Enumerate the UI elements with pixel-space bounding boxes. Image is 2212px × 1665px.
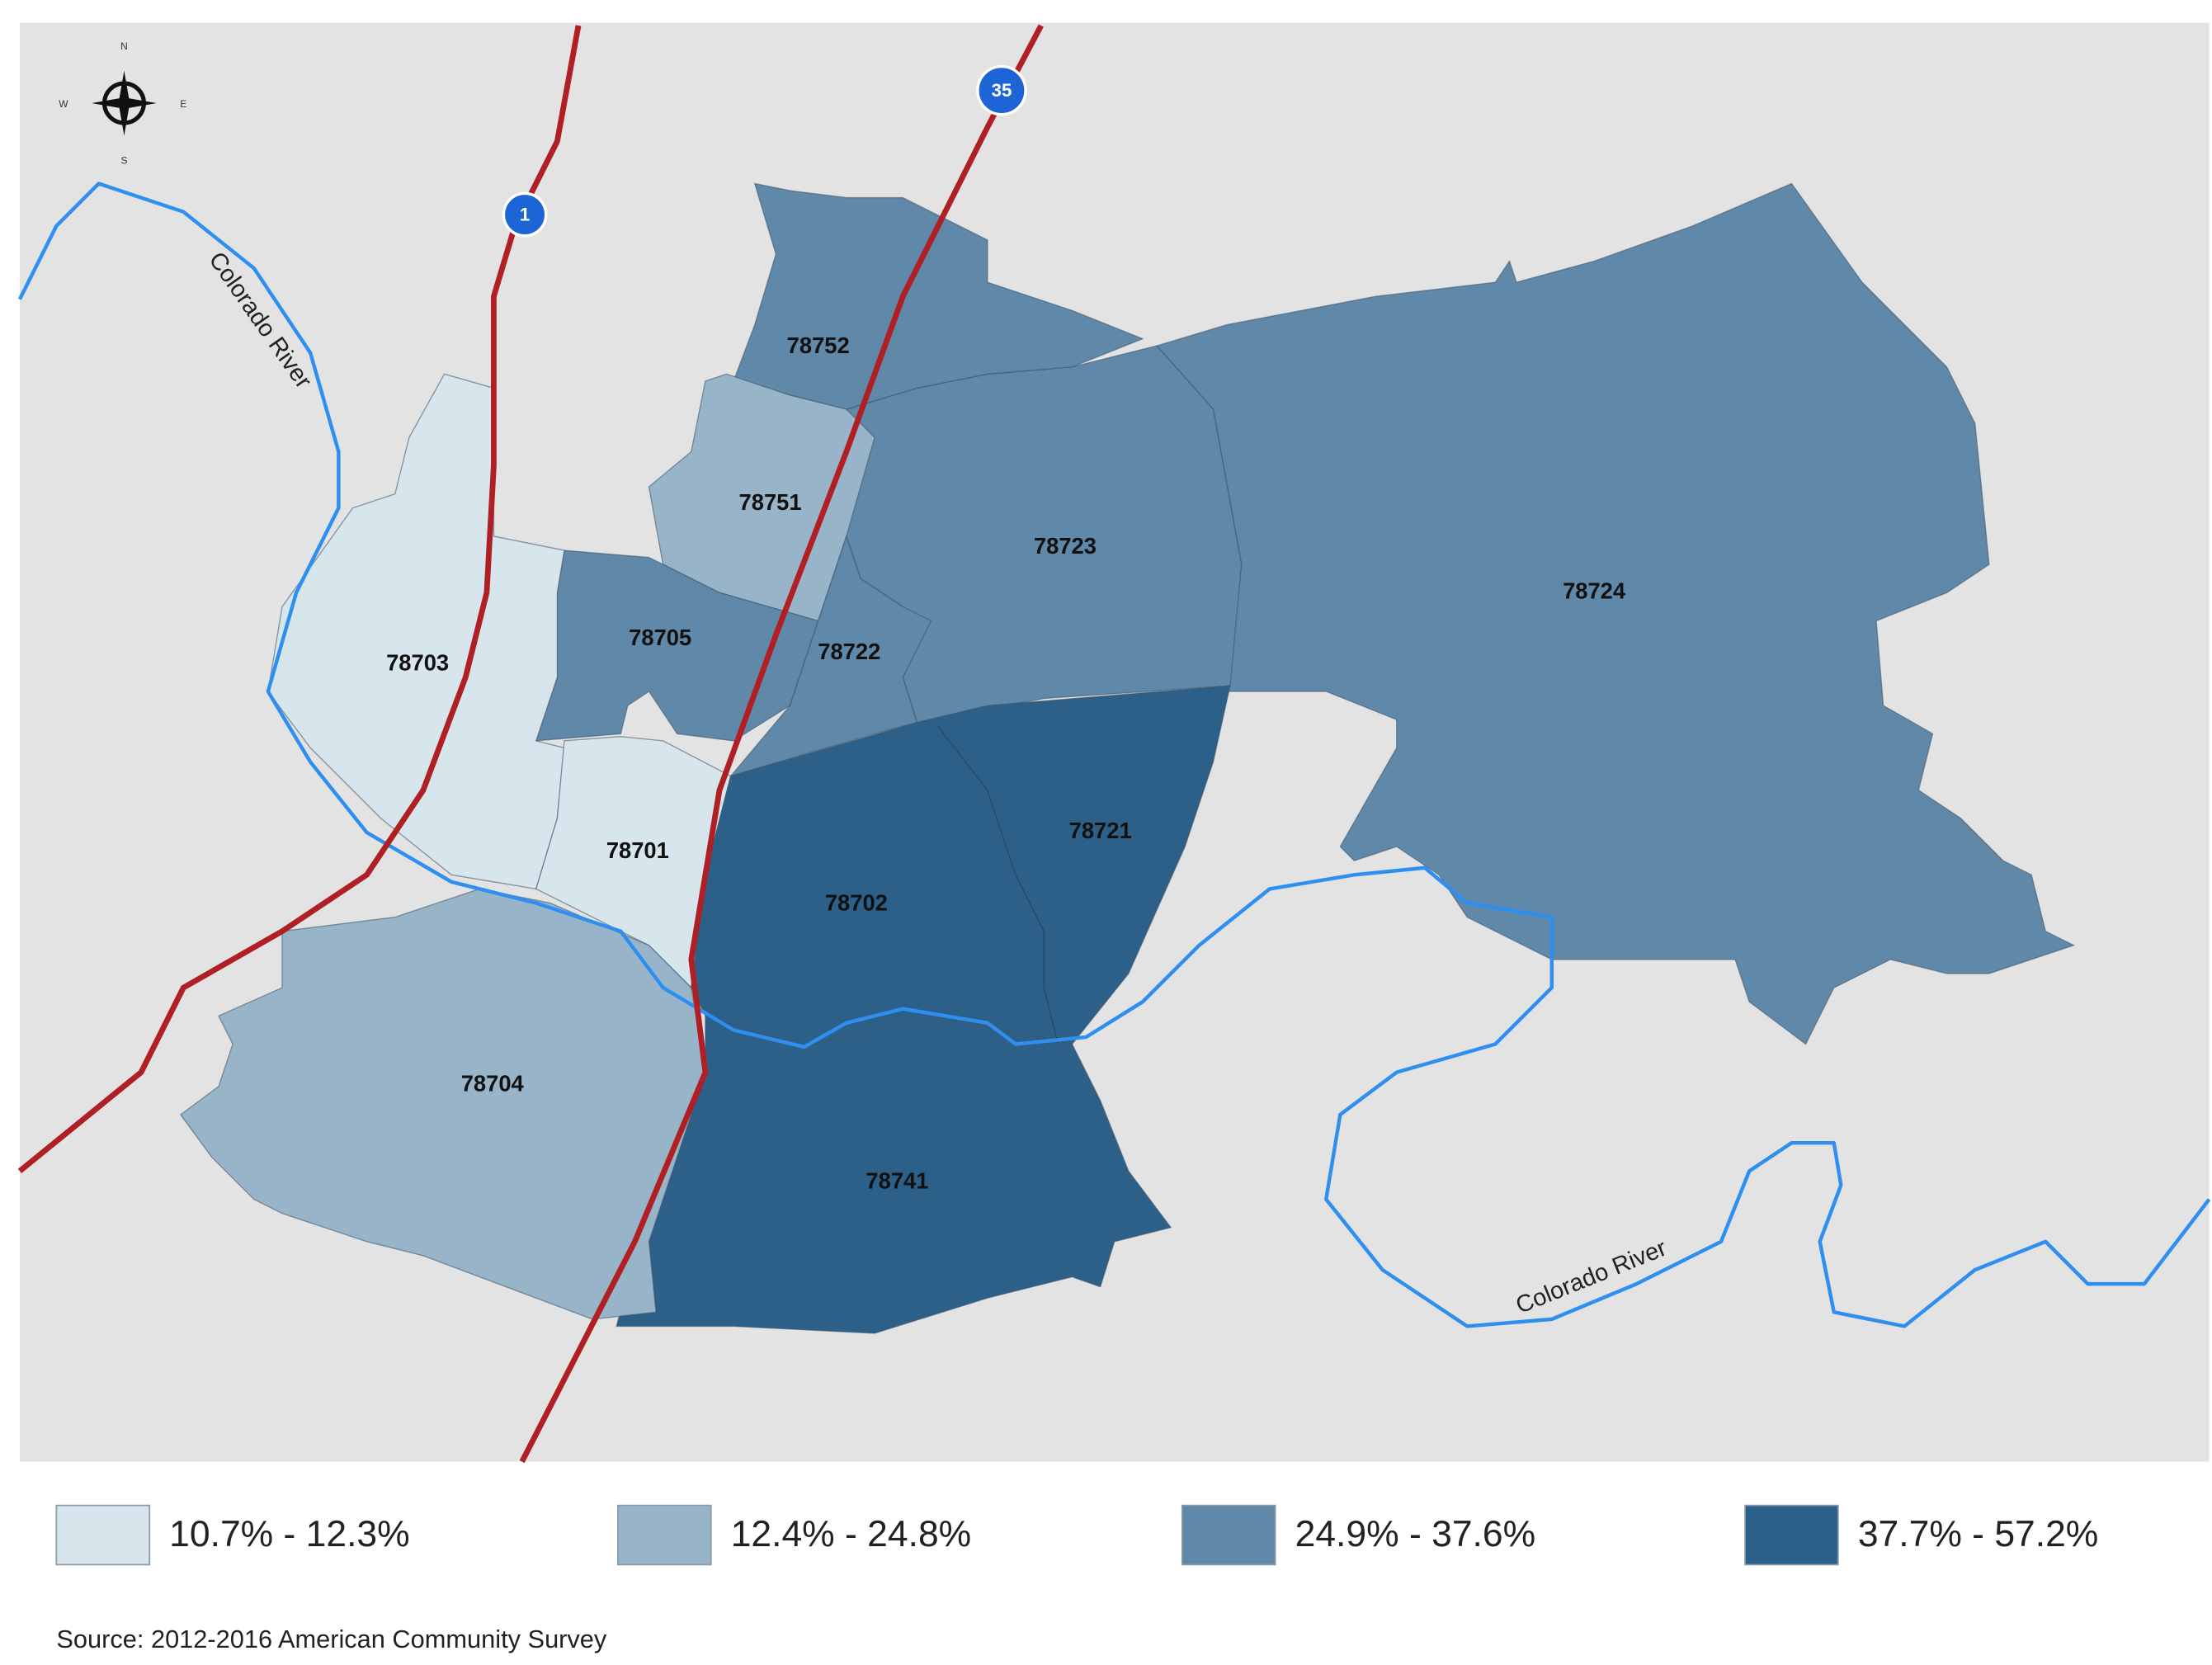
- source-note: Source: 2012-2016 American Community Sur…: [56, 1625, 607, 1653]
- zip-label: 78703: [386, 650, 449, 676]
- zip-label: 78751: [739, 489, 802, 515]
- highway-35: [519, 24, 1044, 1464]
- zip-label: 78752: [787, 333, 850, 358]
- compass-label: N: [120, 40, 128, 52]
- legend-swatch: [1744, 1504, 1839, 1566]
- legend-label: 24.9% - 37.6%: [1295, 1514, 1535, 1554]
- legend-swatch: [617, 1504, 712, 1566]
- zip-label: 78723: [1034, 533, 1097, 559]
- zip-boundary: [937, 726, 1059, 1045]
- legend: 10.7% - 12.3% 12.4% - 24.8% 24.9% - 37.6% 3…: [55, 1504, 2099, 1566]
- zip-label: 78705: [629, 625, 691, 650]
- highway-label: 35: [992, 80, 1012, 101]
- zip-label: 78724: [1563, 578, 1626, 604]
- zip-label: 78704: [461, 1070, 525, 1096]
- legend-label: 12.4% - 24.8%: [731, 1514, 972, 1554]
- legend-label: 37.7% - 57.2%: [1858, 1514, 2099, 1554]
- zip-label: 78722: [818, 639, 880, 664]
- compass-label: E: [180, 98, 186, 110]
- legend-swatch: [55, 1504, 151, 1566]
- regions: [179, 182, 2076, 1334]
- compass-label: S: [120, 154, 127, 166]
- region-78752: [733, 182, 1144, 410]
- zip-label: 78721: [1069, 818, 1132, 843]
- highway-label: 1: [520, 205, 530, 225]
- zip-labels: 78752 78751 78723 78724 78705 78722 7870…: [386, 333, 1626, 1193]
- legend-label: 10.7% - 12.3%: [169, 1514, 410, 1554]
- zip-label: 78702: [825, 889, 888, 915]
- region-78724: [1155, 182, 2076, 1045]
- zip-label: 78701: [606, 837, 669, 863]
- highway-shield: 1: [502, 191, 548, 238]
- highway-shield: 35: [976, 64, 1027, 116]
- legend-swatch: [1181, 1504, 1276, 1566]
- river: [17, 182, 2211, 1328]
- zip-label: 78741: [865, 1167, 928, 1193]
- compass: N E S W: [59, 40, 186, 166]
- compass-label: W: [59, 98, 68, 110]
